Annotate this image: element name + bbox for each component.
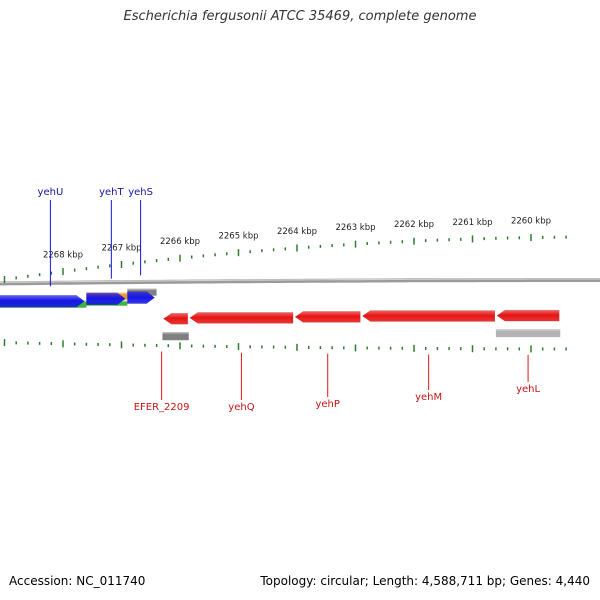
scale-label: 2262 kbp [394,220,434,230]
feature-bar-shine [495,329,561,331]
scale-label: 2267 kbp [101,243,141,253]
gene-reverse-yehP [294,311,361,323]
feature-bar-EFER_2209-cds [162,332,189,341]
gene-label-yehQ: yehQ [228,402,254,413]
gene-forward-yehS [127,291,156,304]
genome-title: Escherichia fergusonii ATCC 35469, compl… [123,9,477,24]
genome-backbone [0,278,600,286]
gene-reverse-yehQ [189,312,294,324]
gene-label-yehL: yehL [516,384,540,395]
feature-bar-yehL-cds [495,329,561,338]
gene-label-yehM: yehM [415,392,442,403]
genome-backbone-highlight [0,278,600,284]
gene-reverse-yehM [361,310,496,322]
scale-label: 2265 kbp [218,232,258,242]
gene-label-yehT: yehT [99,187,124,198]
gene-label-yehU: yehU [38,187,64,198]
accession-label: Accession: NC_011740 [9,574,146,588]
scale-label: 2268 kbp [43,251,83,261]
gene-reverse-yehL [496,309,560,322]
gene-label-yehS: yehS [128,187,153,198]
feature-bar-shine [127,288,157,291]
feature-bar-shine [162,332,189,334]
scale-label: 2261 kbp [452,218,492,228]
scale-label: 2263 kbp [335,223,375,233]
gene-reverse-EFER_2209 [163,312,189,325]
gene-label-EFER_2209: EFER_2209 [134,402,190,413]
gene-forward-yehU [0,294,85,308]
gene-forward-yehT [86,292,126,306]
scale-label: 2260 kbp [511,217,551,227]
genome-summary: Topology: circular; Length: 4,588,711 bp… [260,574,590,588]
scale-label: 2266 kbp [160,237,200,247]
scale-label: 2264 kbp [277,227,317,237]
gene-label-yehP: yehP [315,399,339,410]
